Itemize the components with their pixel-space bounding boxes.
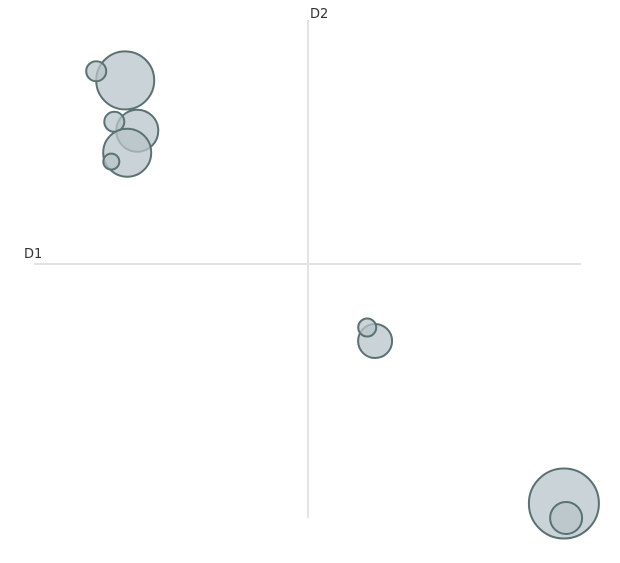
bubble-point-2[interactable]: [85, 60, 108, 83]
y-axis-label: D2: [310, 7, 328, 22]
bubble-point-1[interactable]: [95, 50, 156, 111]
bubble-point-8[interactable]: [357, 317, 378, 338]
x-axis-label: D1: [24, 247, 42, 262]
bubble-point-10[interactable]: [549, 501, 584, 535]
bubble-point-6[interactable]: [102, 152, 121, 171]
bubble-group: [85, 50, 600, 540]
